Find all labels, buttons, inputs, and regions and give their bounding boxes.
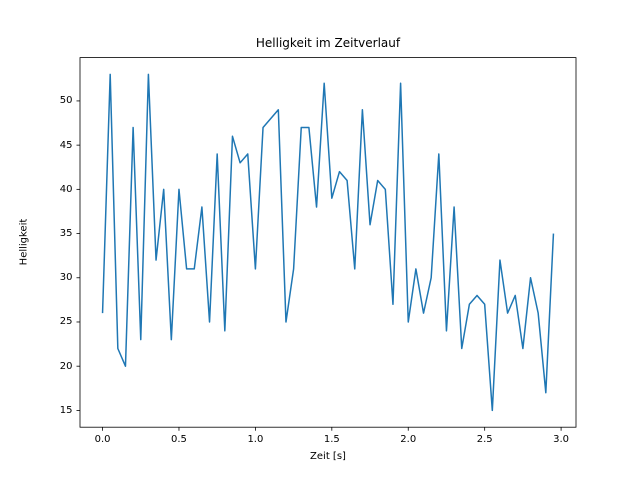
x-tick-label: 1.0 [247, 434, 264, 446]
y-tick-label: 35 [59, 228, 73, 240]
y-tick-label: 50 [59, 95, 73, 107]
x-axis-label: Zeit [s] [310, 451, 346, 462]
plot-border [79, 57, 577, 428]
y-tick-label: 40 [59, 183, 73, 195]
y-tick-label: 15 [59, 404, 73, 416]
y-axis-label: Helligkeit [18, 218, 30, 266]
chart-title: Helligkeit im Zeitverlauf [255, 36, 401, 50]
y-tick-label: 25 [59, 316, 73, 328]
x-tick-label: 0.0 [94, 434, 111, 446]
x-tick-label: 0.5 [171, 434, 187, 446]
line-series [101, 73, 555, 412]
x-tick-label: 2.0 [400, 434, 417, 446]
y-tick-label: 20 [59, 360, 73, 372]
y-tick-label: 30 [59, 272, 73, 284]
y-tick-label: 45 [59, 139, 73, 151]
x-tick-label: 3.0 [553, 434, 570, 446]
x-tick-label: 2.5 [476, 434, 493, 446]
x-tick-label: 1.5 [323, 434, 340, 446]
